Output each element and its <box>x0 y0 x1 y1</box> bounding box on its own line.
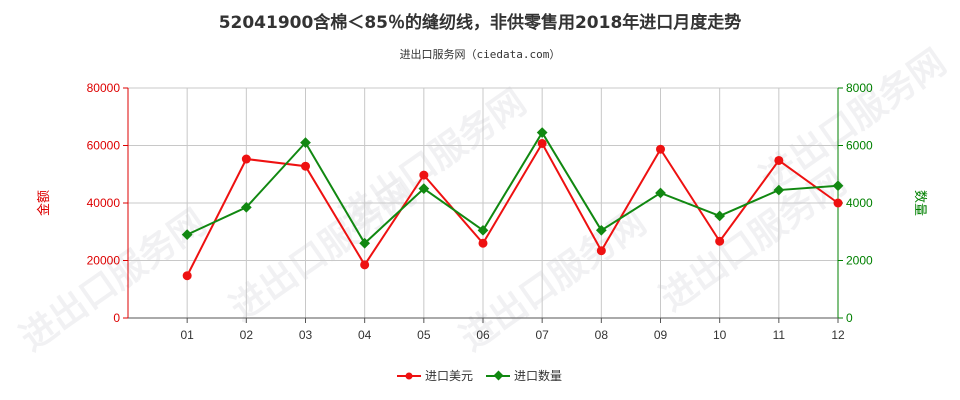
legend-item-amount[interactable]: 进口美元 <box>397 369 473 383</box>
amount-point <box>478 238 488 248</box>
chart-subtitle: 进出口服务网（ciedata.com） <box>400 47 561 61</box>
left-axis-ticks: 0 20000 40000 60000 80000 <box>87 81 128 325</box>
watermark-text: 进出口服务网 <box>333 82 533 239</box>
left-tick-label: 0 <box>113 311 120 325</box>
right-tick-label: 2000 <box>846 254 873 268</box>
right-tick-label: 0 <box>846 311 853 325</box>
amount-point <box>774 155 784 165</box>
legend-quantity-label: 进口数量 <box>514 368 562 383</box>
quantity-point <box>181 229 193 240</box>
right-tick-label: 6000 <box>846 139 873 153</box>
x-tick-label: 11 <box>773 328 786 342</box>
amount-point <box>182 271 192 281</box>
left-axis-label: 金额 <box>36 190 52 216</box>
quantity-point <box>832 180 844 192</box>
left-tick-label: 20000 <box>87 254 121 268</box>
amount-point <box>537 138 547 148</box>
x-tick-label: 05 <box>417 328 431 342</box>
amount-point <box>833 198 843 208</box>
amount-point <box>715 236 725 246</box>
right-tick-label: 8000 <box>846 81 873 95</box>
x-tick-label: 07 <box>535 328 549 342</box>
right-axis-label: 数量 <box>912 190 927 216</box>
quantity-point <box>714 210 726 222</box>
x-tick-label: 08 <box>595 328 609 342</box>
chart-title: 52041900含棉＜85％的缝纫线，非供零售用2018年进口月度走势 <box>219 12 742 33</box>
legend: 进口美元 进口数量 <box>397 368 562 383</box>
x-tick-label: 09 <box>654 328 668 342</box>
amount-point <box>596 246 606 256</box>
x-tick-label: 02 <box>240 328 254 342</box>
left-tick-label: 60000 <box>87 139 121 153</box>
legend-quantity-marker <box>493 370 504 381</box>
amount-point <box>419 170 429 180</box>
legend-item-quantity[interactable]: 进口数量 <box>486 368 562 383</box>
quantity-point <box>300 137 311 148</box>
quantity-point <box>536 127 548 138</box>
amount-point <box>656 144 665 154</box>
left-tick-label: 80000 <box>87 81 121 95</box>
right-axis-ticks: 0 2000 4000 6000 8000 <box>838 81 873 325</box>
left-tick-label: 40000 <box>87 196 121 210</box>
series-line-amount <box>186 141 839 277</box>
quantity-point <box>418 183 430 194</box>
quantity-point <box>359 237 371 249</box>
right-tick-label: 4000 <box>846 196 873 210</box>
quantity-point <box>655 187 666 199</box>
x-axis-ticks: 01 02 03 04 05 06 07 08 09 10 11 12 <box>180 318 845 342</box>
x-tick-label: 06 <box>476 328 490 342</box>
amount-point <box>360 260 370 270</box>
grid-lines <box>128 87 839 318</box>
quantity-point <box>240 201 252 213</box>
quantity-point <box>773 184 785 196</box>
x-tick-label: 03 <box>299 328 313 342</box>
series-line-quantity <box>186 130 839 245</box>
series-layer <box>181 127 844 281</box>
quantity-point <box>477 224 489 236</box>
x-tick-label: 04 <box>358 328 372 342</box>
legend-amount-label: 进口美元 <box>425 369 473 383</box>
amount-point <box>301 161 310 171</box>
legend-amount-marker <box>405 372 413 380</box>
x-tick-label: 01 <box>180 328 194 342</box>
x-tick-label: 12 <box>831 328 845 342</box>
x-tick-label: 10 <box>713 328 727 342</box>
amount-point <box>241 154 251 164</box>
watermark-text: 进出口服务网 <box>753 42 953 199</box>
quantity-point <box>595 224 607 236</box>
